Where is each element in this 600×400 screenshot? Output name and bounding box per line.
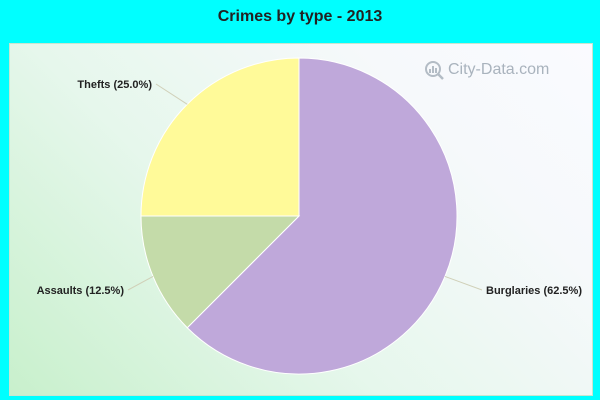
- label-leaders: [127, 83, 483, 291]
- slice-label-assaults: Assaults (12.5%): [37, 285, 125, 297]
- watermark: City-Data.com: [424, 59, 549, 81]
- slice-label-thefts: Thefts (25.0%): [77, 79, 152, 91]
- search-magnifier-icon: [425, 61, 444, 80]
- leader-line-burglaries: [444, 275, 483, 291]
- leader-line-thefts: [155, 83, 188, 105]
- pie-slices: [140, 57, 458, 375]
- slice-labels: Burglaries (62.5%) Assaults (12.5%) Thefts…: [37, 79, 583, 297]
- watermark-text: City-Data.com: [448, 61, 550, 78]
- leader-line-assaults: [127, 276, 154, 291]
- slice-label-burglaries: Burglaries (62.5%): [486, 285, 582, 297]
- chart-title: Crimes by type - 2013: [217, 8, 383, 25]
- pie-slice-thefts: [140, 57, 300, 217]
